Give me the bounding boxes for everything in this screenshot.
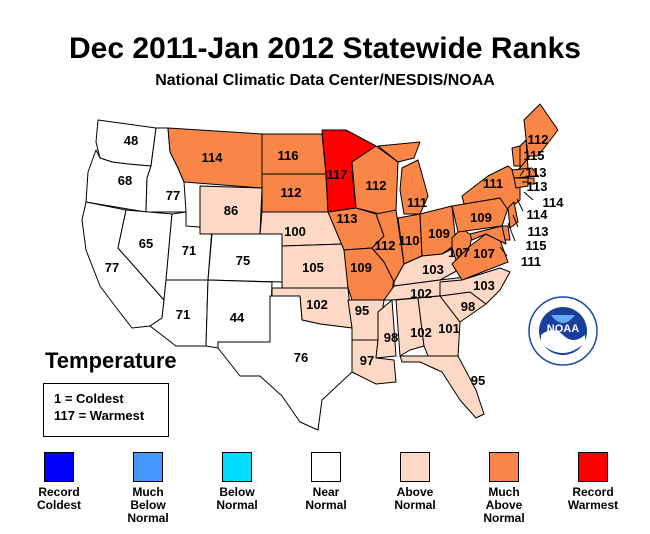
rank-label-ma: 113 (527, 179, 548, 194)
rank-label-al: 102 (410, 325, 432, 340)
legend-item-record-warmest: Record Warmest (548, 452, 638, 512)
states-layer (81, 103, 559, 431)
rank-key-coldest: 1 = Coldest (54, 391, 124, 406)
rank-label-wi: 112 (366, 178, 387, 193)
rank-label-ok: 102 (306, 297, 328, 312)
rank-label-nv: 65 (139, 236, 153, 251)
rank-label-ri: 114 (543, 195, 565, 210)
rank-label-va: 107 (473, 246, 495, 261)
rank-label-il: 112 (375, 238, 396, 253)
legend-item-much-below: Much Below Normal (103, 452, 193, 525)
state-ms (375, 299, 397, 359)
rank-label-ky: 103 (422, 262, 444, 277)
rank-label-ca: 77 (105, 260, 119, 275)
rank-key-warmest: 117 = Warmest (54, 408, 145, 423)
rank-label-ia: 113 (337, 211, 358, 226)
rank-label-de: 115 (526, 238, 547, 253)
rank-label-ut: 71 (182, 243, 196, 258)
noaa-logo: NOAA (527, 295, 599, 367)
rank-label-in: 110 (399, 233, 420, 248)
state-tx (217, 295, 353, 431)
legend-swatch (489, 452, 519, 482)
legend: Record Coldest Much Below Normal Below Normal N… (0, 452, 650, 532)
rank-label-ne: 100 (284, 224, 306, 239)
rank-label-mn: 117 (327, 167, 348, 182)
state-oh (419, 205, 457, 257)
rank-label-wv: 107 (448, 245, 470, 260)
noaa-logo-text: NOAA (547, 323, 579, 335)
leader-lines (499, 155, 534, 257)
legend-label: Record Warmest (567, 485, 619, 512)
rank-label-la: 97 (360, 353, 374, 368)
legend-item-above: Above Normal (370, 452, 460, 512)
rank-label-nh: 113 (526, 165, 547, 180)
state-fl (399, 355, 485, 419)
rank-label-nj: 113 (528, 224, 549, 239)
state-me (523, 103, 559, 157)
state-il (371, 209, 405, 283)
rank-label-md: 111 (521, 254, 541, 269)
legend-item-below: Below Normal (192, 452, 282, 512)
rank-label-ar: 95 (355, 303, 369, 318)
legend-item-record-coldest: Record Coldest (14, 452, 104, 512)
rank-label-tn: 102 (410, 286, 432, 301)
state-ny (461, 165, 521, 211)
state-vt (511, 145, 521, 167)
rank-label-nd: 116 (278, 148, 299, 163)
legend-swatch (222, 452, 252, 482)
rank-label-co: 75 (236, 253, 250, 268)
rank-key-box: 1 = Coldest 117 = Warmest (43, 383, 169, 437)
state-ct (513, 177, 529, 189)
rank-label-wy: 86 (224, 203, 238, 218)
map-subtitle: National Climatic Data Center/NESDIS/NOA… (155, 72, 495, 89)
legend-label: Above Normal (394, 485, 436, 512)
state-al (395, 297, 425, 357)
legend-swatch (578, 452, 608, 482)
rank-label-ny: 111 (483, 176, 503, 191)
legend-label: Near Normal (305, 485, 347, 512)
legend-swatch (44, 452, 74, 482)
rank-label-mo: 109 (350, 260, 372, 275)
map-title: Dec 2011-Jan 2012 Statewide Ranks (69, 32, 581, 65)
rank-label-vt: 115 (524, 148, 545, 163)
rank-label-fl: 95 (471, 373, 485, 388)
rank-label-nc: 103 (473, 278, 495, 293)
rank-labels-layer: 48 68 77 77 65 71 71 114 86 75 44 116 112 100 105 102 76… (105, 132, 564, 388)
state-md (469, 225, 507, 245)
rank-label-oh: 109 (428, 226, 450, 241)
rank-label-sc: 98 (461, 299, 475, 314)
variable-title: Temperature (45, 348, 177, 373)
state-ma (511, 167, 539, 179)
rank-label-az: 71 (176, 307, 190, 322)
rank-label-me: 112 (528, 132, 549, 147)
legend-label: Below Normal (216, 485, 258, 512)
legend-swatch (400, 452, 430, 482)
rank-label-tx: 76 (294, 350, 308, 365)
rank-label-or: 68 (118, 173, 132, 188)
legend-item-near: Near Normal (281, 452, 371, 512)
legend-label: Record Coldest (36, 485, 81, 512)
legend-label: Much Below Normal (127, 485, 169, 525)
rank-label-wa: 48 (124, 133, 138, 148)
rank-label-ms: 98 (384, 330, 398, 345)
rank-label-ks: 105 (302, 260, 324, 275)
rank-label-ga: 101 (438, 321, 460, 336)
legend-item-much-above: Much Above Normal (459, 452, 549, 525)
rank-label-mt: 114 (202, 150, 224, 165)
rank-label-pa: 109 (470, 210, 492, 225)
legend-swatch (311, 452, 341, 482)
rank-label-nm: 44 (230, 310, 245, 325)
rank-label-sd: 112 (281, 185, 302, 200)
rank-label-mi: 111 (407, 195, 427, 210)
state-nc (439, 267, 511, 305)
rank-label-ct: 114 (527, 207, 549, 222)
legend-label: Much Above Normal (483, 485, 525, 525)
legend-swatch (133, 452, 163, 482)
rank-label-id: 77 (166, 188, 180, 203)
